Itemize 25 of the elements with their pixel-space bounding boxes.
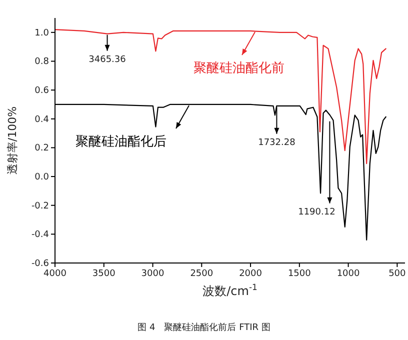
annotation: 1190.12: [298, 207, 336, 218]
x-tick-label: 4000: [44, 269, 67, 279]
legend-label: 聚醚硅油酯化前: [194, 60, 284, 76]
x-tick-label: 3000: [141, 269, 164, 279]
y-tick-label: 0.0: [34, 172, 50, 183]
y-tick-label: -0.4: [31, 230, 50, 240]
y-tick-label: 0.8: [34, 57, 50, 68]
x-tick-label: 1500: [288, 269, 312, 279]
x-tick-label: 1000: [336, 269, 360, 279]
y-tick-label: 0.4: [34, 114, 50, 125]
y-tick-label: 1.0: [34, 28, 50, 38]
x-tick-label: 500: [388, 269, 406, 279]
legend-label: 聚醚硅油酯化后: [76, 134, 166, 150]
x-tick-label: 2500: [190, 269, 214, 279]
annotation: 1732.28: [258, 138, 296, 148]
x-tick-label: 2000: [239, 269, 262, 279]
x-tick-label: 3500: [92, 269, 116, 279]
annotation: 3465.36: [88, 54, 126, 65]
y-tick-label: 0.6: [34, 86, 50, 96]
caption: 图 4 聚醚硅油酯化前后 FTIR 图: [138, 322, 270, 333]
y-tick-label: -0.2: [31, 201, 49, 212]
x-axis-title: 波数/cm$^{-1}$: [202, 282, 258, 298]
y-tick-label: -0.6: [31, 259, 50, 269]
y-tick-label: 0.2: [34, 144, 49, 154]
y-axis-title: 透射率/100%: [6, 106, 19, 175]
